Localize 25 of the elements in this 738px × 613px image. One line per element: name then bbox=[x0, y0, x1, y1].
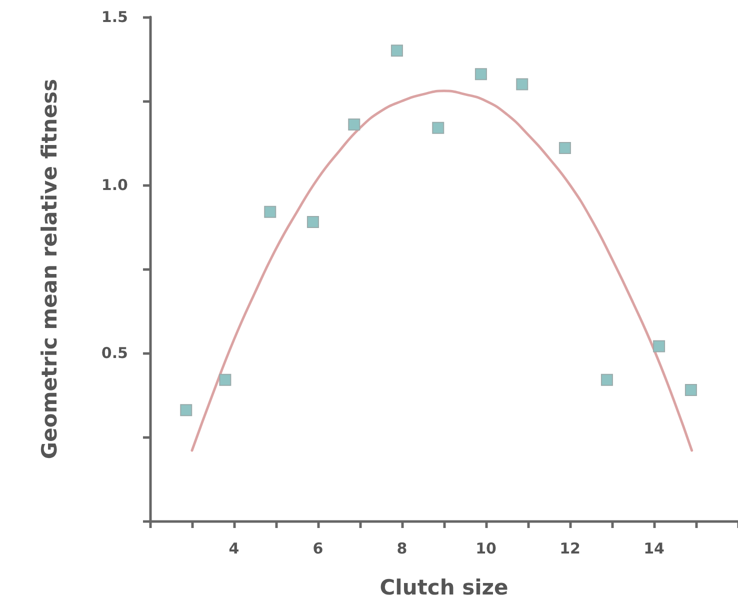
point bbox=[219, 374, 232, 386]
point bbox=[306, 216, 319, 228]
y-tick-label: 0.5 bbox=[101, 344, 128, 362]
point bbox=[474, 68, 487, 80]
point bbox=[653, 340, 666, 352]
y-tick-label: 1.5 bbox=[101, 8, 128, 26]
point bbox=[516, 78, 528, 90]
point bbox=[264, 206, 276, 218]
y-tick-label: 1.0 bbox=[101, 176, 128, 194]
point bbox=[390, 44, 403, 57]
point bbox=[684, 384, 697, 396]
point bbox=[180, 404, 192, 416]
point bbox=[600, 374, 613, 386]
y-axis-title: Geometric mean relative fitness bbox=[38, 78, 62, 460]
line-series bbox=[190, 90, 694, 452]
x-tick-label: 4 bbox=[228, 540, 240, 558]
x-tick-label: 10 bbox=[476, 540, 496, 558]
x-tick-label: 12 bbox=[560, 540, 580, 558]
point bbox=[432, 122, 444, 134]
point bbox=[348, 118, 360, 131]
x-axis-title: Clutch size bbox=[380, 576, 508, 600]
x-tick-label: 8 bbox=[396, 540, 408, 558]
x-tick-label: 14 bbox=[644, 540, 664, 558]
point bbox=[558, 142, 571, 154]
x-tick-label: 6 bbox=[312, 540, 324, 558]
